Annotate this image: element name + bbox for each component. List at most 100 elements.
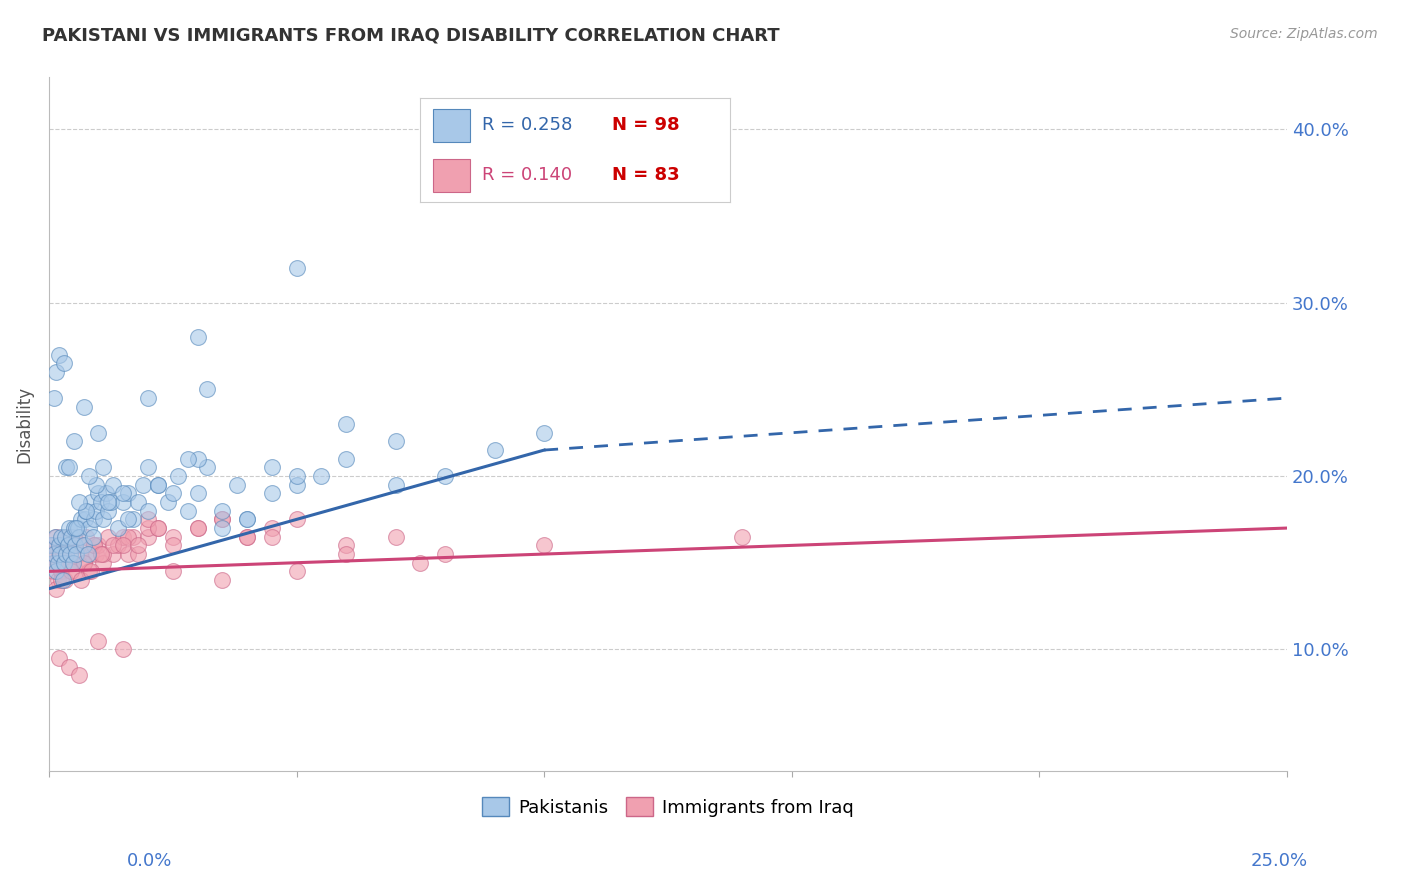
Point bbox=[65, 521, 87, 535]
Text: 0.0%: 0.0% bbox=[127, 852, 172, 870]
Point bbox=[100, 495, 122, 509]
Point bbox=[122, 530, 145, 544]
Point bbox=[80, 495, 103, 509]
Point bbox=[52, 556, 75, 570]
Point bbox=[49, 547, 72, 561]
Point bbox=[90, 495, 112, 509]
Point bbox=[83, 538, 105, 552]
Point bbox=[187, 451, 209, 466]
Point bbox=[60, 530, 83, 544]
Text: Source: ZipAtlas.com: Source: ZipAtlas.com bbox=[1230, 27, 1378, 41]
Point bbox=[52, 538, 75, 552]
Point bbox=[211, 512, 233, 526]
Point bbox=[136, 530, 159, 544]
Text: 25.0%: 25.0% bbox=[1250, 852, 1308, 870]
Point bbox=[51, 573, 73, 587]
Point bbox=[434, 469, 457, 483]
Point bbox=[52, 556, 75, 570]
Point bbox=[285, 565, 308, 579]
Point bbox=[62, 530, 84, 544]
Point bbox=[76, 547, 98, 561]
Point bbox=[93, 556, 115, 570]
Point bbox=[136, 521, 159, 535]
Point bbox=[533, 425, 555, 440]
Point bbox=[434, 547, 457, 561]
Point bbox=[62, 521, 84, 535]
Point bbox=[285, 512, 308, 526]
Point bbox=[107, 538, 129, 552]
Point bbox=[75, 504, 97, 518]
Point bbox=[87, 425, 110, 440]
Point bbox=[58, 521, 80, 535]
Point bbox=[384, 434, 406, 449]
Point bbox=[42, 391, 65, 405]
Point bbox=[84, 547, 107, 561]
Point bbox=[67, 530, 90, 544]
Y-axis label: Disability: Disability bbox=[15, 385, 32, 463]
Point bbox=[87, 633, 110, 648]
Point bbox=[72, 400, 94, 414]
Point bbox=[146, 477, 169, 491]
Point bbox=[70, 512, 93, 526]
Point bbox=[41, 547, 63, 561]
Point bbox=[335, 538, 357, 552]
Point bbox=[97, 504, 120, 518]
Point bbox=[80, 565, 103, 579]
Point bbox=[236, 512, 259, 526]
Point bbox=[90, 547, 112, 561]
Point bbox=[112, 486, 135, 500]
Point bbox=[146, 521, 169, 535]
Point bbox=[63, 538, 86, 552]
Point bbox=[62, 556, 84, 570]
Point bbox=[187, 486, 209, 500]
Point bbox=[166, 469, 188, 483]
Point bbox=[59, 547, 82, 561]
Point bbox=[46, 573, 69, 587]
Point bbox=[44, 530, 66, 544]
Point bbox=[58, 460, 80, 475]
Point bbox=[45, 530, 67, 544]
Point bbox=[146, 521, 169, 535]
Point bbox=[127, 547, 149, 561]
Point bbox=[335, 547, 357, 561]
Point bbox=[84, 504, 107, 518]
Point bbox=[236, 512, 259, 526]
Point bbox=[93, 512, 115, 526]
Point bbox=[127, 538, 149, 552]
Legend: Pakistanis, Immigrants from Iraq: Pakistanis, Immigrants from Iraq bbox=[475, 790, 862, 824]
Point bbox=[72, 556, 94, 570]
Point bbox=[55, 547, 77, 561]
Point bbox=[83, 512, 105, 526]
Point bbox=[176, 451, 198, 466]
Point bbox=[533, 538, 555, 552]
Point bbox=[484, 443, 506, 458]
Point bbox=[117, 486, 139, 500]
Point bbox=[59, 530, 82, 544]
Point bbox=[87, 538, 110, 552]
Text: PAKISTANI VS IMMIGRANTS FROM IRAQ DISABILITY CORRELATION CHART: PAKISTANI VS IMMIGRANTS FROM IRAQ DISABI… bbox=[42, 27, 780, 45]
Point bbox=[46, 556, 69, 570]
Point bbox=[103, 538, 125, 552]
Point bbox=[52, 573, 75, 587]
Point bbox=[75, 504, 97, 518]
Point bbox=[211, 521, 233, 535]
Point bbox=[52, 547, 75, 561]
Point bbox=[156, 495, 179, 509]
Point bbox=[84, 477, 107, 491]
Point bbox=[127, 495, 149, 509]
Point bbox=[87, 486, 110, 500]
Point bbox=[285, 261, 308, 276]
Point bbox=[42, 565, 65, 579]
Point bbox=[112, 538, 135, 552]
Point bbox=[260, 460, 283, 475]
Point bbox=[49, 538, 72, 552]
Point bbox=[65, 547, 87, 561]
Point bbox=[117, 512, 139, 526]
Point bbox=[197, 460, 219, 475]
Point bbox=[236, 530, 259, 544]
Point bbox=[70, 573, 93, 587]
Point bbox=[55, 460, 77, 475]
Point bbox=[260, 486, 283, 500]
Point bbox=[103, 477, 125, 491]
Point bbox=[77, 565, 100, 579]
